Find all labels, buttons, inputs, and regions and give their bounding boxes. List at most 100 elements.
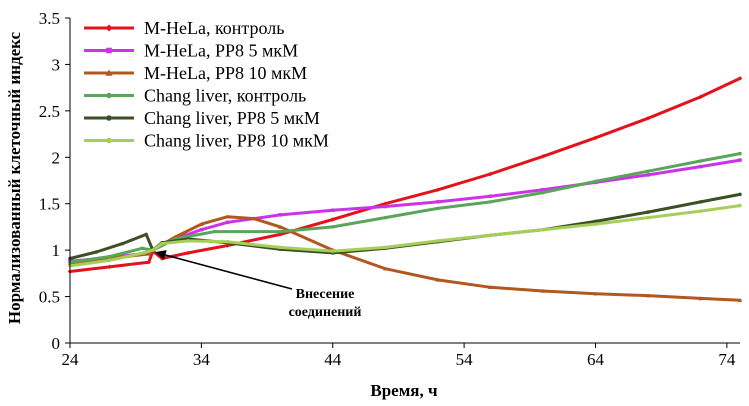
series-marker xyxy=(105,24,113,32)
series-marker xyxy=(698,164,703,169)
x-axis-title: Время, ч xyxy=(370,381,438,400)
series-marker xyxy=(540,288,546,293)
series-marker xyxy=(738,158,742,162)
series-marker xyxy=(107,264,112,270)
series-marker xyxy=(436,239,440,243)
series-marker xyxy=(436,206,440,211)
y-ticks: 0 0.5 1 1.5 2 2.5 3 3.5 xyxy=(39,9,70,353)
annotation-line-1: Внесение xyxy=(296,287,355,302)
series-marker xyxy=(488,285,493,290)
series-marker xyxy=(435,187,441,192)
series-marker xyxy=(593,219,598,224)
series-6 xyxy=(68,203,742,268)
legend-label: M-HeLa, PP8 10 мкМ xyxy=(144,63,307,83)
legend-label: M-HeLa, контроль xyxy=(144,18,284,38)
series-marker xyxy=(141,251,146,255)
series-marker xyxy=(144,232,148,237)
series-marker xyxy=(738,151,742,156)
series-marker xyxy=(225,240,230,244)
legend-item: Chang liver, PP8 5 мкМ xyxy=(84,108,320,128)
series-marker xyxy=(330,249,335,253)
series-marker xyxy=(593,222,598,226)
series-marker xyxy=(488,233,493,238)
series-marker xyxy=(436,200,440,204)
x-tick-label: 24 xyxy=(62,350,80,369)
x-tick-label: 74 xyxy=(718,350,736,369)
series-1 xyxy=(67,76,743,274)
series-marker xyxy=(738,203,742,208)
y-tick-label: 0.5 xyxy=(39,288,60,307)
series-marker xyxy=(212,229,217,234)
series-marker xyxy=(225,243,230,248)
series-marker xyxy=(488,200,493,204)
series-marker xyxy=(646,173,650,177)
series-marker xyxy=(646,215,650,220)
annotation-arrowhead xyxy=(154,250,167,260)
series-marker xyxy=(330,208,335,212)
series-marker xyxy=(593,179,598,184)
series-marker xyxy=(106,115,112,121)
series-marker xyxy=(225,214,230,219)
y-tick-label: 3.5 xyxy=(39,9,60,28)
series-marker xyxy=(698,209,703,213)
legend: M-HeLa, контроль M-HeLa, PP8 5 мкМM-HeLa,… xyxy=(84,18,329,151)
series-marker xyxy=(383,245,388,250)
series-marker xyxy=(186,250,191,256)
y-tick-label: 1.5 xyxy=(39,195,60,214)
series-marker xyxy=(488,194,493,199)
series-marker xyxy=(541,188,545,192)
series-line xyxy=(68,192,742,260)
series-marker xyxy=(738,192,742,197)
series-marker xyxy=(106,137,112,144)
series-marker xyxy=(488,171,493,177)
series-marker xyxy=(146,251,152,256)
x-tick-label: 64 xyxy=(587,350,605,369)
y-tick-label: 1 xyxy=(52,241,61,260)
series-marker xyxy=(593,291,598,296)
series-marker xyxy=(120,241,125,246)
legend-item: Chang liver, контроль xyxy=(84,86,306,106)
series-marker xyxy=(645,116,651,121)
x-tick-label: 54 xyxy=(456,350,474,369)
legend-label: Chang liver, PP8 10 мкМ xyxy=(144,131,329,151)
y-axis-title: Нормализованный клеточный индекс xyxy=(5,31,24,324)
series-marker xyxy=(645,293,651,298)
series-marker xyxy=(146,260,152,265)
series-marker xyxy=(541,227,545,232)
series-marker xyxy=(107,254,112,259)
series-line xyxy=(68,152,742,264)
series-marker xyxy=(278,229,282,234)
series-marker xyxy=(383,266,388,271)
legend-label: Chang liver, контроль xyxy=(144,86,306,106)
series-marker xyxy=(277,232,283,237)
legend-label: M-HeLa, PP8 5 мкМ xyxy=(144,41,298,61)
series-marker xyxy=(435,277,441,282)
series-marker xyxy=(646,210,650,214)
annotation-line-2: соединений xyxy=(289,305,362,320)
annotation-arrow xyxy=(165,254,293,290)
series-marker xyxy=(107,258,112,263)
series-marker xyxy=(106,47,112,54)
series-marker xyxy=(698,296,703,301)
series-marker xyxy=(737,76,743,81)
series-marker xyxy=(593,135,598,140)
series-marker xyxy=(106,92,112,99)
series-marker xyxy=(160,241,164,246)
series-marker xyxy=(330,225,335,229)
series-line xyxy=(68,215,742,302)
legend-label: Chang liver, PP8 5 мкМ xyxy=(144,108,320,128)
series-marker xyxy=(698,200,703,204)
series-marker xyxy=(737,298,743,303)
annotation: Внесение соединений xyxy=(154,250,362,320)
series-marker xyxy=(151,248,155,252)
series-marker xyxy=(278,213,282,217)
series-marker xyxy=(251,216,257,221)
series-marker xyxy=(698,94,703,100)
y-tick-label: 2.5 xyxy=(39,102,60,121)
series-marker xyxy=(186,239,190,243)
series-marker xyxy=(199,227,204,232)
series-marker xyxy=(105,69,113,76)
y-tick-label: 3 xyxy=(52,55,61,74)
y-tick-label: 0 xyxy=(52,334,61,353)
